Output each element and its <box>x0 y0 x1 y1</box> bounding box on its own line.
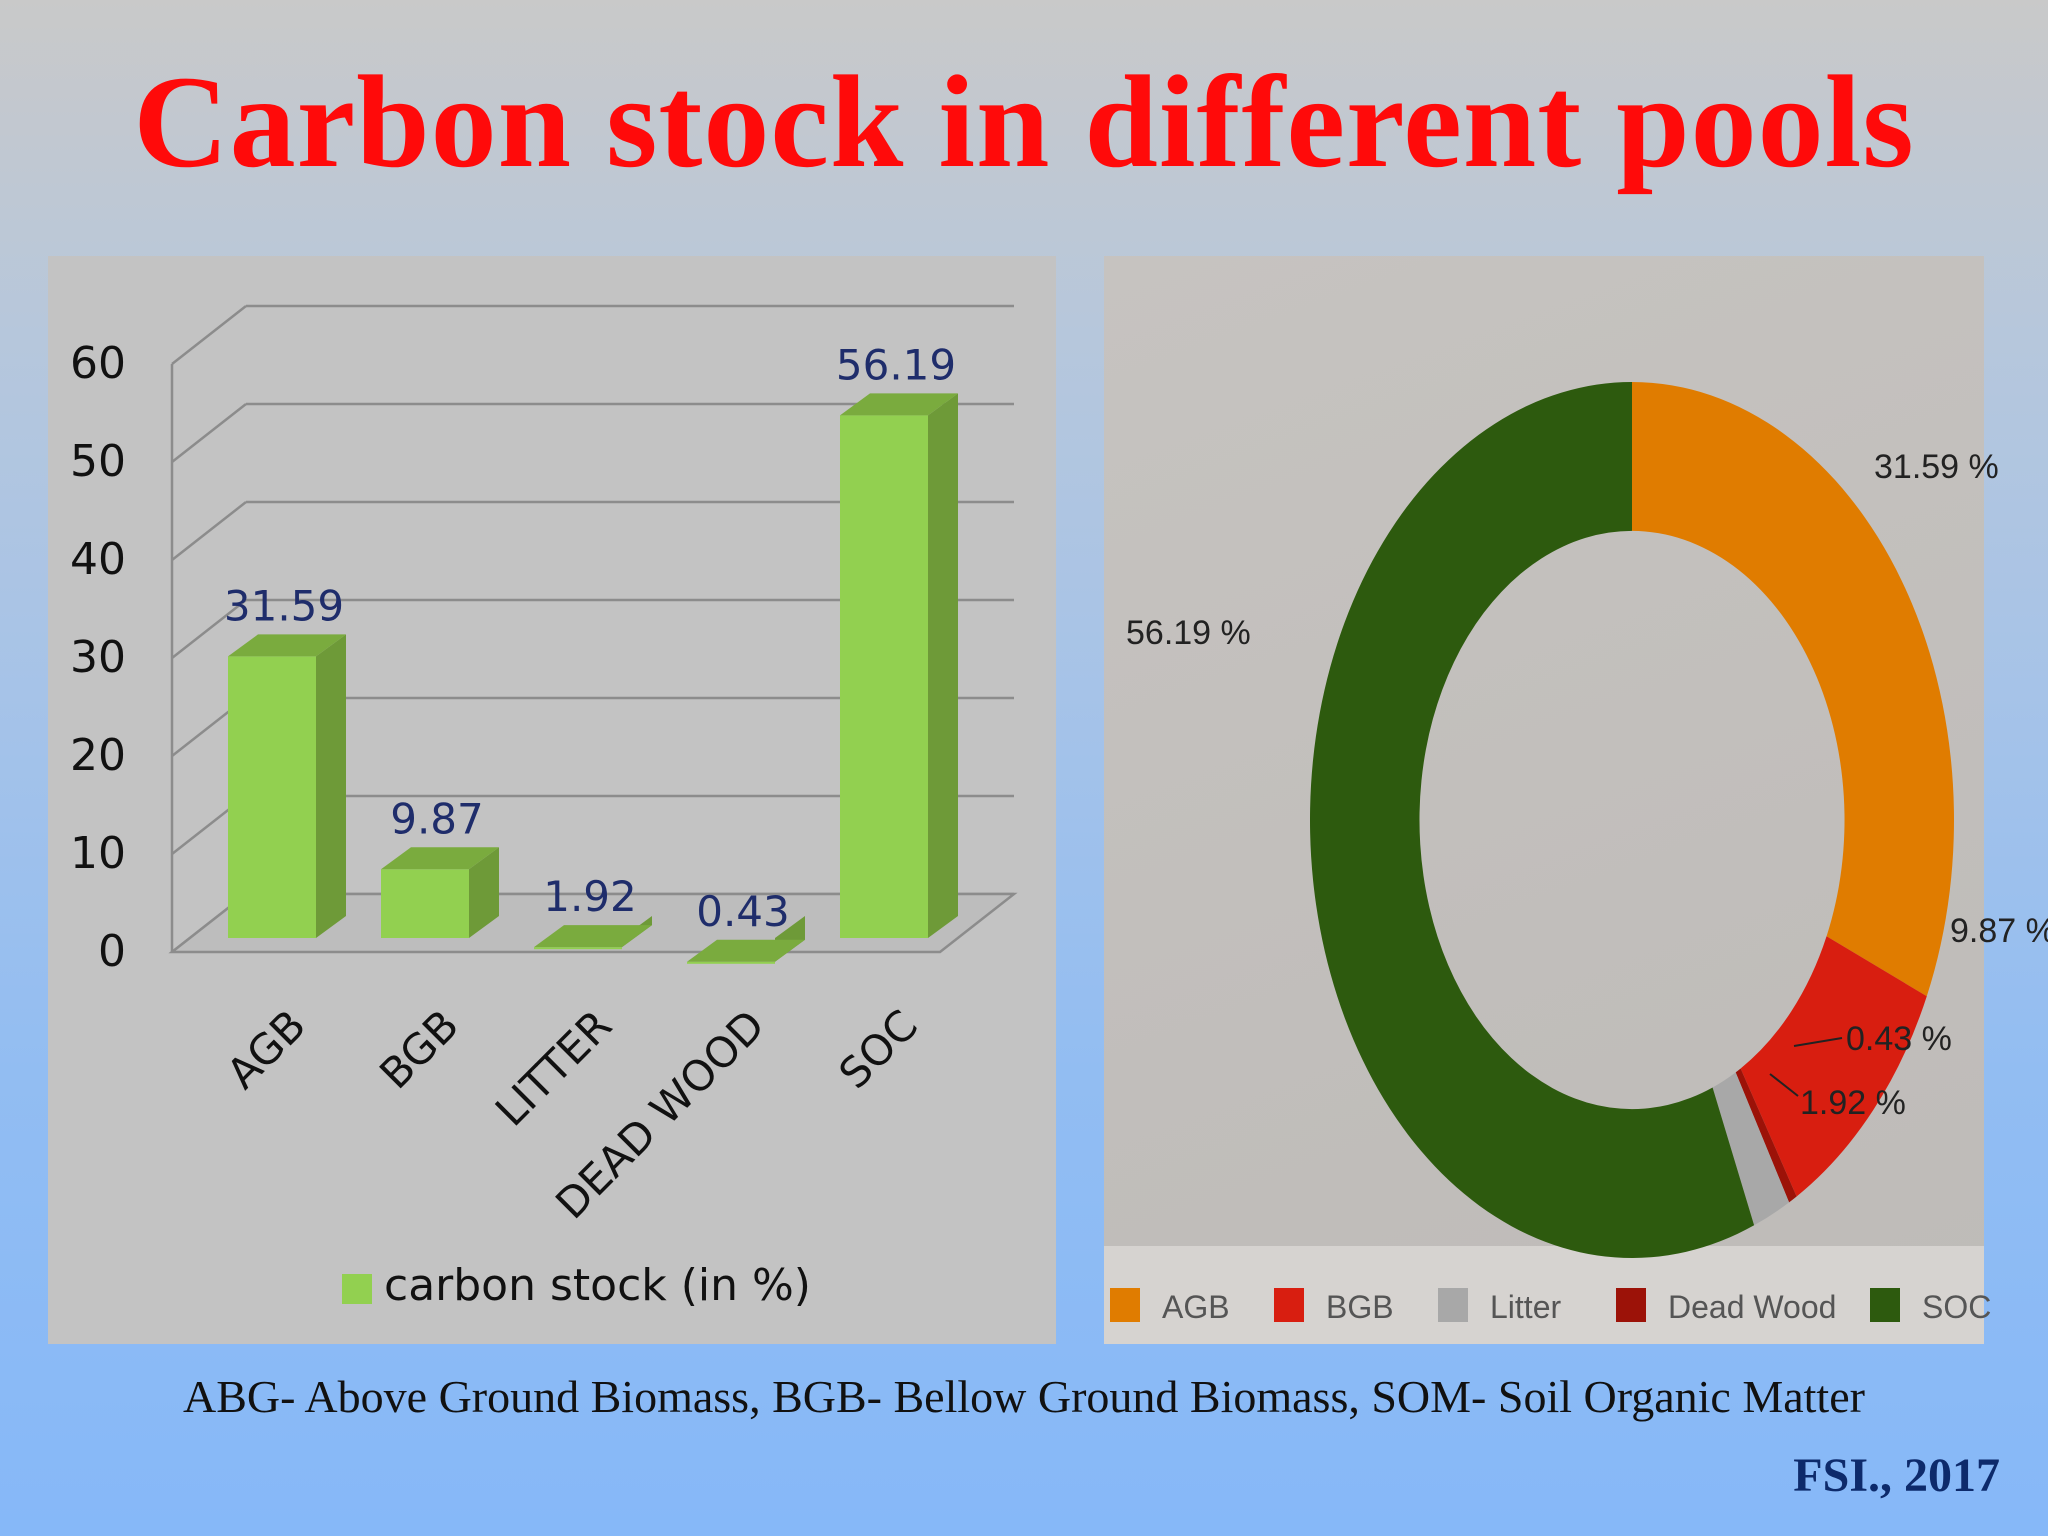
donut-legend-label: SOC <box>1922 1289 1991 1325</box>
legend-swatch <box>342 1274 372 1304</box>
bar-side <box>928 393 958 938</box>
bar-chart-panel: 0 10 20 30 40 50 60 31.59 AGB 9.87 BGB 1.92 LITTER 0.… <box>48 256 1056 1344</box>
gridline-depth <box>171 305 247 365</box>
donut-legend-swatch <box>1274 1288 1304 1322</box>
bar-side <box>469 847 499 938</box>
legend-label: carbon stock (in %) <box>384 1260 811 1311</box>
bar-front <box>228 656 316 938</box>
donut-value-label: 0.43 % <box>1846 1020 1952 1058</box>
donut-legend-swatch <box>1870 1288 1900 1322</box>
donut-slice-soc <box>1309 382 1755 1258</box>
x-category-label: AGB <box>217 1000 315 1098</box>
donut-value-label: 1.92 % <box>1800 1084 1906 1122</box>
y-tick-label: 30 <box>70 632 126 683</box>
gridline-depth <box>171 599 247 659</box>
gridline-depth <box>171 403 247 463</box>
donut-chart-panel: 31.59 % 9.87 % 0.43 % 1.92 % 56.19 % AGB BGB Li… <box>1104 256 2048 1344</box>
donut-slice-litter <box>1712 1072 1790 1226</box>
bar-data-label: 31.59 <box>224 581 344 630</box>
bar-front <box>534 947 622 950</box>
y-tick-label: 20 <box>70 730 126 781</box>
bar-top <box>534 925 652 948</box>
bar-chart: 0 10 20 30 40 50 60 31.59 AGB 9.87 BGB 1.92 LITTER 0.… <box>70 304 1018 1311</box>
abbreviation-footnote: ABG- Above Ground Biomass, BGB- Bellow G… <box>183 1371 1865 1422</box>
y-tick-label: 60 <box>70 338 126 389</box>
leader-line <box>1769 1073 1799 1097</box>
donut-slice-agb <box>1632 382 1954 997</box>
donut-legend-strip <box>1104 1246 1984 1344</box>
donut-legend-label: AGB <box>1162 1289 1230 1325</box>
y-tick-label: 0 <box>98 926 126 977</box>
bar-data-label: 1.92 <box>543 872 637 921</box>
donut-value-label: 9.87 % <box>1950 912 2048 950</box>
donut-legend-swatch <box>1438 1288 1468 1322</box>
bar-data-label: 56.19 <box>836 340 956 389</box>
slide-title: Carbon stock in different pools <box>133 48 1915 195</box>
bar-top <box>381 847 499 870</box>
x-category-label: SOC <box>829 1000 927 1098</box>
donut-legend-label: Litter <box>1490 1289 1561 1325</box>
leader-line <box>1793 1037 1843 1047</box>
bar-top <box>687 939 805 962</box>
bar-data-label: 9.87 <box>390 794 484 843</box>
bar-top <box>840 393 958 416</box>
bar-front <box>687 961 775 964</box>
y-tick-label: 40 <box>70 534 126 585</box>
x-category-label: LITTER <box>486 1000 621 1135</box>
donut-value-label: 56.19 % <box>1126 614 1251 652</box>
y-tick-label: 50 <box>70 436 126 487</box>
donut-legend-swatch <box>1616 1288 1646 1322</box>
bar-top <box>228 634 346 657</box>
x-category-label: BGB <box>370 1000 468 1098</box>
y-tick-label: 10 <box>70 828 126 879</box>
donut-legend-swatch <box>1110 1288 1140 1322</box>
donut-legend-label: BGB <box>1326 1289 1394 1325</box>
bar-front <box>381 869 469 938</box>
donut-chart: 31.59 % 9.87 % 0.43 % 1.92 % 56.19 % AGB BGB Li… <box>1110 382 2048 1325</box>
gridline-depth <box>171 501 247 561</box>
donut-slice-bgb <box>1740 936 1927 1197</box>
donut-value-label: 31.59 % <box>1874 448 1999 486</box>
bar-side <box>316 634 346 938</box>
source-citation: FSI., 2017 <box>1793 1449 2000 1502</box>
bar-front <box>840 415 928 938</box>
donut-legend-label: Dead Wood <box>1668 1289 1836 1325</box>
bar-data-label: 0.43 <box>696 887 790 936</box>
donut-slice-dead-wood <box>1735 1068 1797 1203</box>
